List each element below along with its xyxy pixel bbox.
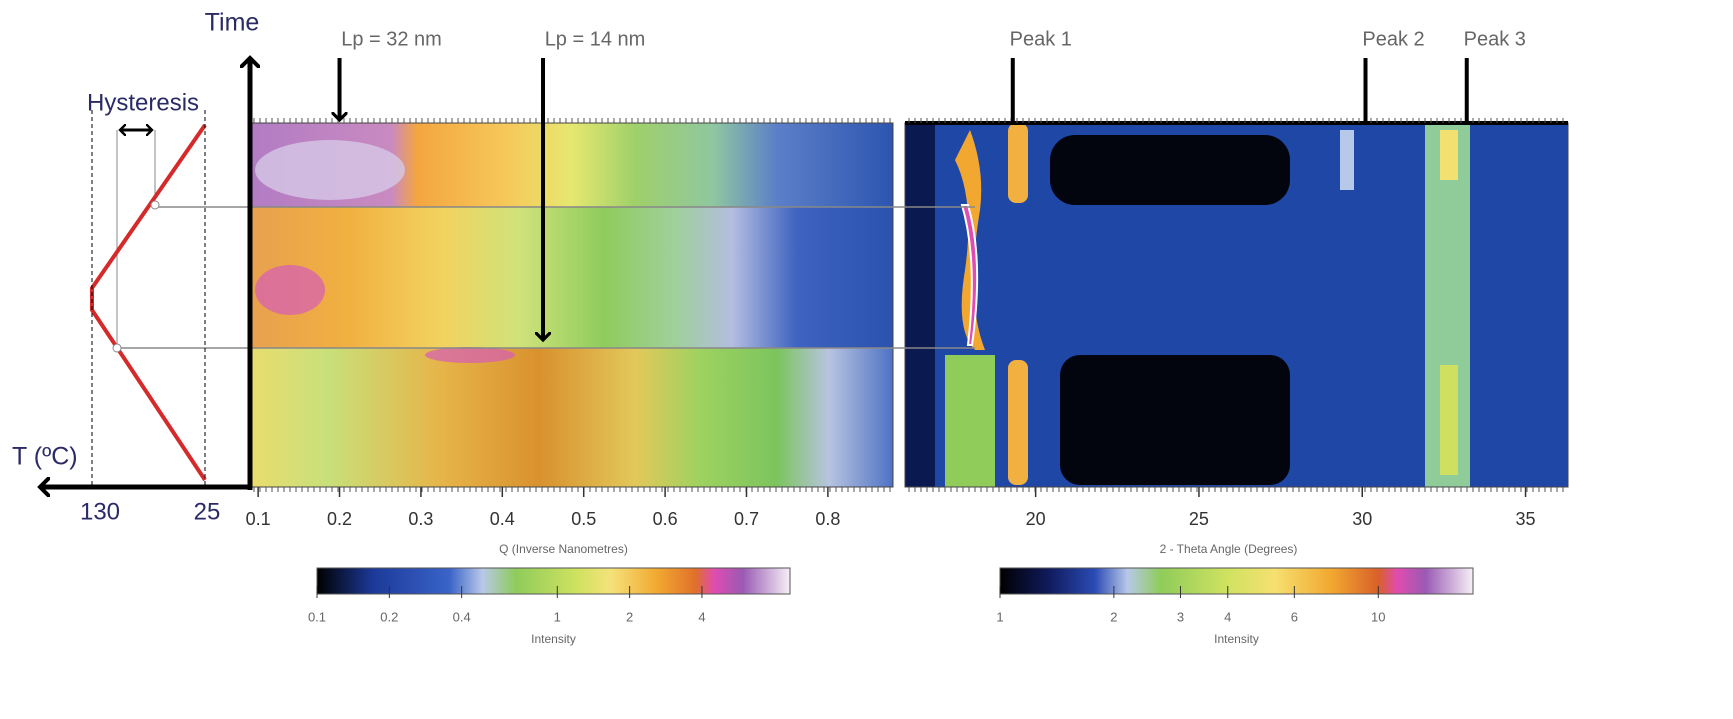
time-label: Time xyxy=(205,9,260,37)
x-tick-label: 0.3 xyxy=(408,509,433,529)
x-tick-label: 30 xyxy=(1352,509,1372,529)
colorbar-tick-label: 2 xyxy=(626,609,633,624)
colorbar-tick-label: 2 xyxy=(1110,609,1117,624)
colorbar-tick-label: 4 xyxy=(698,609,705,624)
figure: Time T (ºC) Hysteresis 130250.10.20.30.4… xyxy=(0,0,1733,719)
temperature-tick-label: 130 xyxy=(80,498,120,525)
transition-point xyxy=(151,201,159,209)
colorbar-label: Intensity xyxy=(1214,632,1259,646)
annotation-label: Peak 2 xyxy=(1362,28,1424,50)
colorbar-tick-label: 10 xyxy=(1371,609,1385,624)
x-tick-label: 0.1 xyxy=(246,509,271,529)
x-tick-label: 25 xyxy=(1189,509,1209,529)
annotation-label: Peak 3 xyxy=(1464,28,1526,50)
colorbar xyxy=(1000,568,1473,594)
x-axis-label: 2 - Theta Angle (Degrees) xyxy=(1160,542,1298,556)
x-tick-label: 0.7 xyxy=(734,509,759,529)
colorbar-tick-label: 4 xyxy=(1224,609,1231,624)
saxs-heatmap xyxy=(250,123,893,487)
hysteresis-label: Hysteresis xyxy=(87,89,199,116)
colorbar-tick-label: 3 xyxy=(1177,609,1184,624)
colorbar-tick-label: 0.2 xyxy=(380,609,398,624)
temperature-label: T (ºC) xyxy=(12,443,78,471)
x-axis-label: Q (Inverse Nanometres) xyxy=(499,542,628,556)
x-tick-label: 35 xyxy=(1516,509,1536,529)
colorbar-tick-label: 0.4 xyxy=(453,609,471,624)
x-tick-label: 0.8 xyxy=(815,509,840,529)
colorbar-label: Intensity xyxy=(531,632,576,646)
annotation-label: Peak 1 xyxy=(1010,28,1072,50)
colorbar-tick-label: 0.1 xyxy=(308,609,326,624)
waxs-heatmap xyxy=(905,123,1568,487)
colorbar xyxy=(317,568,790,594)
annotation-label: Lp = 14 nm xyxy=(545,28,646,50)
temperature-ramp xyxy=(92,125,205,480)
x-tick-label: 0.5 xyxy=(571,509,596,529)
colorbar-tick-label: 1 xyxy=(554,609,561,624)
x-tick-label: 0.4 xyxy=(490,509,515,529)
x-tick-label: 0.2 xyxy=(327,509,352,529)
x-tick-label: 0.6 xyxy=(653,509,678,529)
colorbar-tick-label: 1 xyxy=(996,609,1003,624)
transition-point xyxy=(113,344,121,352)
annotation-label: Lp = 32 nm xyxy=(341,28,442,50)
x-tick-label: 20 xyxy=(1026,509,1046,529)
colorbar-tick-label: 6 xyxy=(1291,609,1298,624)
temperature-tick-label: 25 xyxy=(194,498,221,525)
